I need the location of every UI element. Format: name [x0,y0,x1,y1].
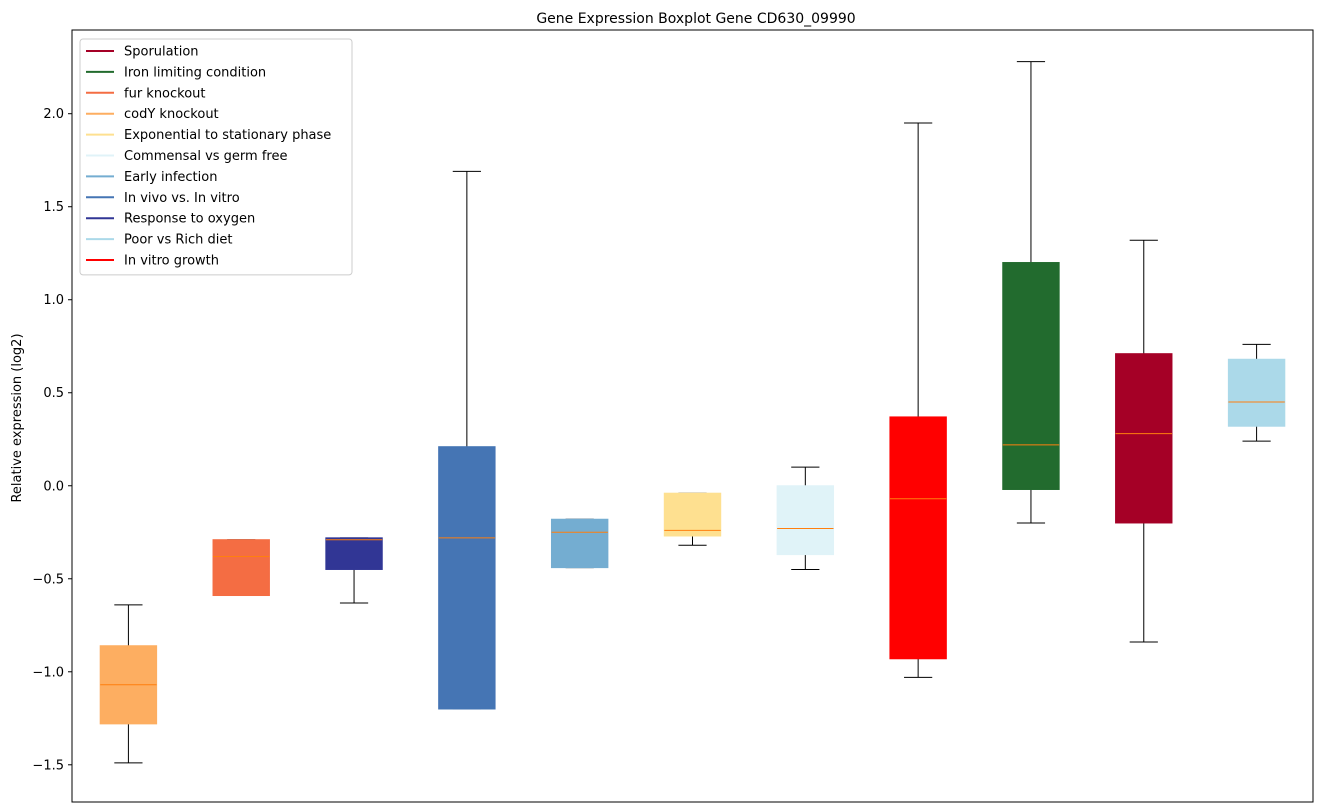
legend-label: codY knockout [124,107,219,122]
y-tick-label: −0.5 [32,572,64,587]
legend-entry: Early infection [86,170,217,185]
legend-label: fur knockout [124,86,206,101]
legend-entry: Poor vs Rich diet [86,233,232,248]
y-tick-label: −1.0 [32,665,64,680]
iqr-box [1002,262,1060,490]
legend-label: Response to oxygen [124,212,255,227]
plot-area [99,61,1286,764]
iqr-box [325,537,383,570]
legend-entry: Commensal vs germ free [86,149,287,164]
legend: Sporulation Iron limiting condition fur kn… [79,38,353,276]
legend-entry: In vitro growth [86,254,219,269]
iqr-box [212,539,270,597]
box-commensal-vs-germ-free [776,466,835,570]
legend-entry: Response to oxygen [86,212,255,227]
box-poor-vs-rich-diet [1227,343,1286,442]
legend-entry: Iron limiting condition [86,65,266,80]
y-tick-label: 0.5 [43,386,64,401]
y-tick-label: 0.0 [43,479,64,494]
y-axis: −1.5 −1.0 −0.5 0.0 0.5 1.0 1.5 2.0 [32,107,72,773]
iqr-box [889,416,947,660]
legend-label: Exponential to stationary phase [124,128,331,143]
box-in-vitro-growth [889,122,947,678]
box-response-to-oxygen [325,537,383,604]
y-tick-label: 1.5 [43,200,64,215]
box-early-infection [550,518,609,569]
iqr-box [438,446,496,710]
legend-label: Iron limiting condition [124,65,266,80]
chart-title: Gene Expression Boxplot Gene CD630_09990 [536,11,855,27]
legend-label: Sporulation [124,45,199,60]
legend-label: Commensal vs germ free [124,149,287,164]
iqr-box [550,518,609,569]
legend-label: Early infection [124,170,217,185]
legend-entry: Exponential to stationary phase [86,128,331,143]
legend-frame [79,38,353,276]
legend-entry: fur knockout [86,86,206,101]
iqr-box [1227,358,1286,427]
box-in-vivo-vs-in-vitro [438,170,496,710]
legend-entry: In vivo vs. In vitro [86,191,240,206]
legend-label: In vivo vs. In vitro [124,191,240,206]
legend-label: Poor vs Rich diet [124,233,232,248]
iqr-box [663,492,722,537]
y-tick-label: 2.0 [43,107,64,122]
iqr-box [1115,353,1173,524]
box-sporulation [1115,239,1173,643]
box-fur-knockout [212,539,270,597]
y-tick-label: 1.0 [43,293,64,308]
plot-frame [71,29,1314,803]
iqr-box [776,485,835,556]
y-axis-label: Relative expression (log2) [10,333,25,502]
legend-entry: Sporulation [86,45,199,60]
y-tick-label: −1.5 [32,758,64,773]
box-exponential-to-stationary-phase [663,492,722,546]
legend-label: In vitro growth [124,254,219,269]
box-iron-limiting-condition [1002,61,1060,524]
box-cody-knockout [99,604,158,764]
legend-entry: codY knockout [86,107,219,122]
